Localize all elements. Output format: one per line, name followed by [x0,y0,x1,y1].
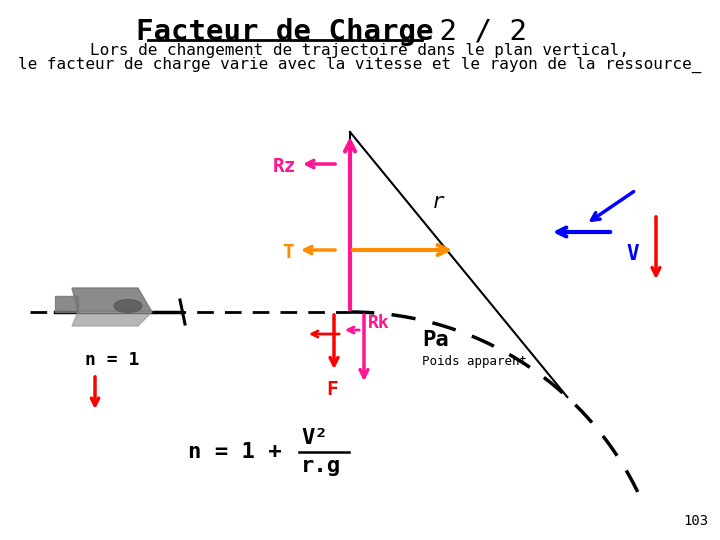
Text: T: T [282,242,294,261]
Text: r: r [432,192,445,212]
Text: r.g: r.g [301,456,341,476]
Text: Pa: Pa [422,330,449,350]
Text: 103: 103 [683,514,708,528]
Text: 2 / 2: 2 / 2 [422,18,527,46]
Text: V: V [626,244,639,264]
Text: n = 1 +: n = 1 + [188,442,295,462]
Polygon shape [72,312,152,326]
Ellipse shape [114,300,142,313]
Text: Rk: Rk [368,314,390,332]
Polygon shape [72,288,152,312]
Text: n = 1: n = 1 [85,351,139,369]
Text: Lors de changement de trajectoire dans le plan vertical,: Lors de changement de trajectoire dans l… [91,43,629,58]
Text: F: F [326,380,338,399]
Text: le facteur de charge varie avec la vitesse et le rayon de la ressource_: le facteur de charge varie avec la vites… [18,57,702,73]
Text: Facteur de Charge: Facteur de Charge [136,18,433,46]
Text: V²: V² [301,428,328,448]
Text: Rz: Rz [272,157,296,176]
Text: Poids apparent: Poids apparent [422,355,527,368]
Polygon shape [55,296,78,312]
